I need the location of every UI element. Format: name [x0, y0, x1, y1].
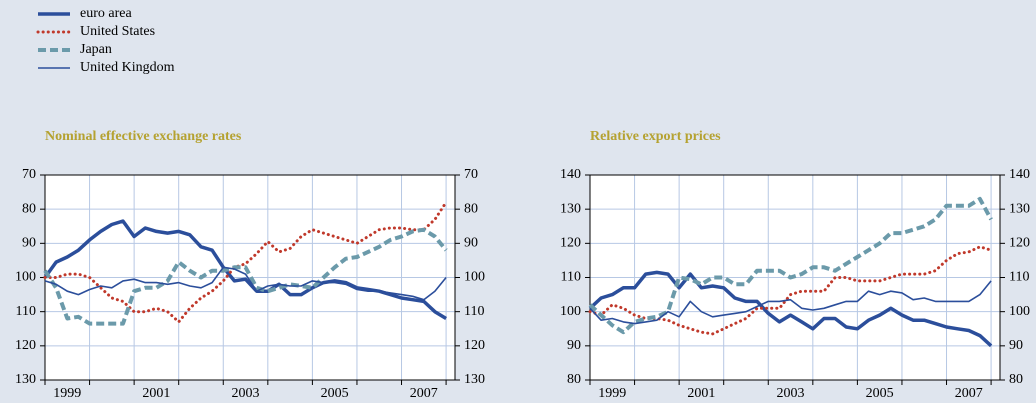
- y2-tick-label: 80: [464, 201, 478, 216]
- y-tick-label: 100: [560, 304, 581, 319]
- x-tick-label: 2005: [866, 386, 894, 401]
- y-tick-label: 120: [560, 236, 581, 251]
- y2-tick-label: 130: [1009, 201, 1030, 216]
- y-tick-label: 100: [15, 270, 36, 285]
- x-tick-label: 2001: [142, 386, 170, 401]
- y-tick-label: 90: [567, 338, 581, 353]
- y2-tick-label: 90: [1009, 338, 1023, 353]
- y2-tick-label: 70: [464, 167, 478, 182]
- y-tick-label: 80: [567, 372, 581, 387]
- y2-tick-label: 120: [1009, 236, 1030, 251]
- legend-label: United Kingdom: [80, 60, 175, 75]
- y2-tick-label: 90: [464, 236, 478, 251]
- y-tick-label: 120: [15, 338, 36, 353]
- y-tick-label: 130: [560, 201, 581, 216]
- y2-tick-label: 140: [1009, 167, 1030, 182]
- x-tick-label: 2007: [955, 386, 983, 401]
- y2-tick-label: 80: [1009, 372, 1023, 387]
- y2-tick-label: 110: [464, 304, 484, 319]
- x-tick-label: 2003: [232, 386, 260, 401]
- y2-tick-label: 130: [464, 372, 485, 387]
- y2-tick-label: 100: [464, 270, 485, 285]
- series-line: [43, 200, 448, 324]
- x-tick-label: 2007: [410, 386, 438, 401]
- series-line: [44, 266, 447, 301]
- series-line: [588, 245, 993, 336]
- plot-frame: [589, 174, 1001, 381]
- legend-label: United States: [80, 24, 155, 39]
- y-tick-label: 110: [16, 304, 36, 319]
- y-tick-label: 140: [560, 167, 581, 182]
- y-tick-label: 110: [561, 270, 581, 285]
- y2-tick-label: 120: [464, 338, 485, 353]
- chart-title: Relative export prices: [590, 129, 721, 144]
- x-tick-label: 2001: [687, 386, 715, 401]
- chart-title: Nominal effective exchange rates: [45, 129, 242, 144]
- y-tick-label: 70: [22, 167, 36, 182]
- y-tick-label: 80: [22, 201, 36, 216]
- legend-label: Japan: [80, 42, 112, 57]
- y2-tick-label: 100: [1009, 304, 1030, 319]
- y-tick-label: 90: [22, 236, 36, 251]
- x-tick-label: 2003: [777, 386, 805, 401]
- x-tick-label: 2005: [321, 386, 349, 401]
- series-line: [588, 270, 993, 348]
- series-line: [589, 280, 992, 325]
- legend-label: euro area: [80, 6, 132, 21]
- y-tick-label: 130: [15, 372, 36, 387]
- x-tick-label: 1999: [53, 386, 81, 401]
- series-line: [43, 227, 448, 326]
- x-tick-label: 1999: [598, 386, 626, 401]
- y2-tick-label: 110: [1009, 270, 1029, 285]
- series-line: [588, 196, 993, 335]
